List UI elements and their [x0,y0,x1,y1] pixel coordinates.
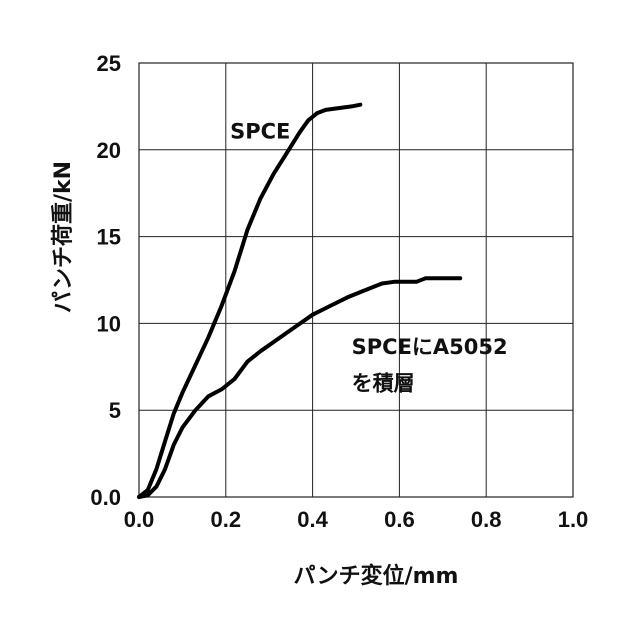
plot-frame [139,63,573,497]
x-tick-label: 0.2 [211,507,242,532]
x-tick-label: 0.4 [297,507,328,532]
y-tick-label: 20 [97,138,121,163]
annotations: SPCE SPCEにA5052 を積層 [230,120,508,396]
x-axis-title: パンチ変位/mm [294,563,459,589]
y-axis-title: パンチ荷重/kN [51,161,76,313]
annotation-label: SPCEにA5052 [352,335,508,359]
annotation-label: SPCE [230,120,290,144]
y-tick-label: 5 [109,398,121,423]
x-tick-labels: 0.0 0.2 0.4 0.6 0.8 1.0 [124,507,589,532]
grid-lines [139,63,573,497]
x-tick-label: 0.0 [124,507,155,532]
y-tick-labels: 0.0 5 10 15 20 25 [90,51,121,510]
x-tick-label: 1.0 [558,507,589,532]
y-tick-label: 0.0 [90,485,121,510]
series-line-1 [139,105,360,497]
y-tick-label: 10 [97,311,121,336]
y-tick-label: 25 [97,51,121,76]
series-layer [139,105,460,497]
y-tick-label: 15 [97,225,121,250]
x-tick-label: 0.8 [471,507,502,532]
annotation-label: を積層 [352,371,415,395]
x-tick-label: 0.6 [384,507,415,532]
